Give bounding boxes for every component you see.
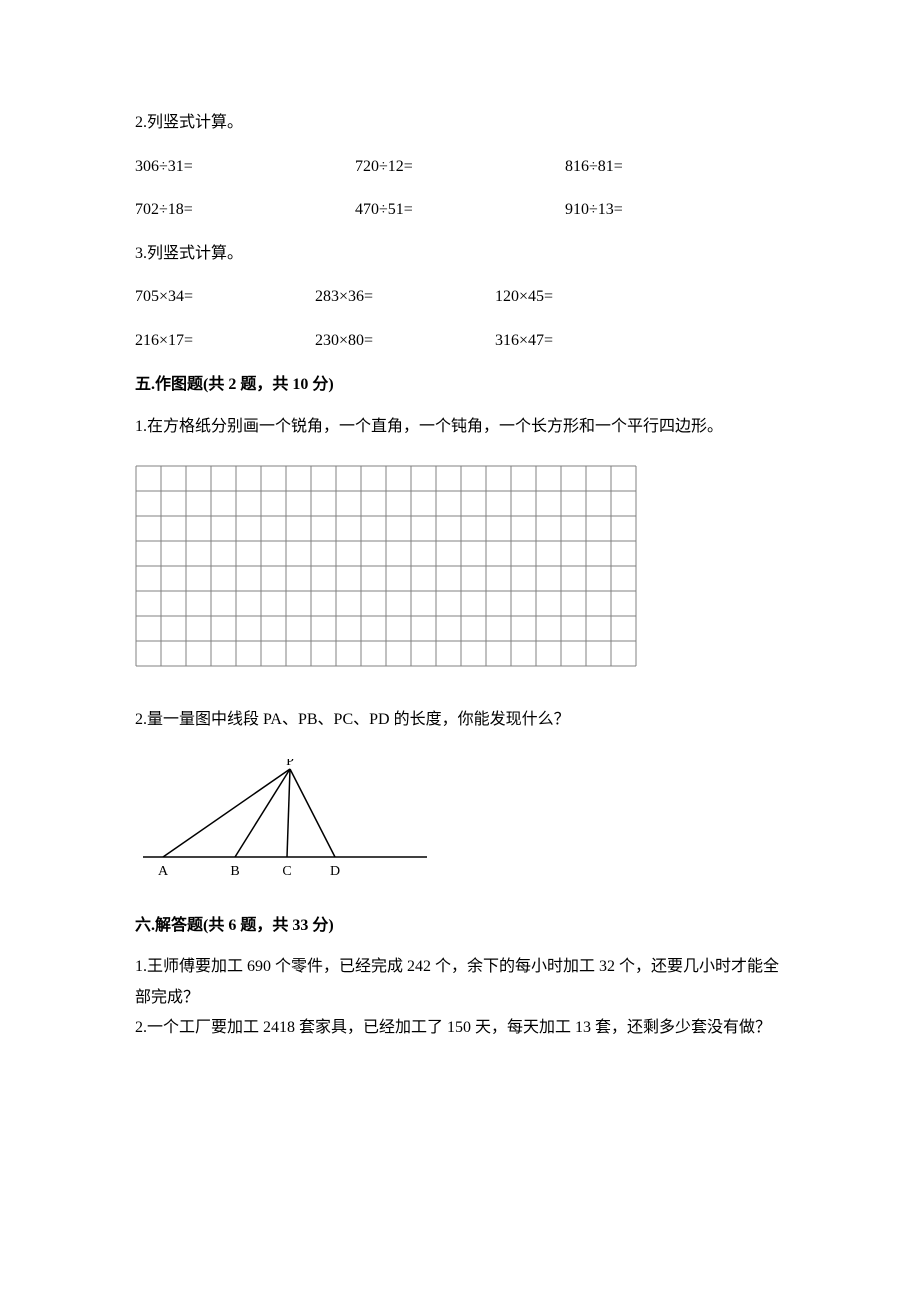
grid-svg — [135, 465, 637, 667]
q2-r1-c1: 306÷31= — [135, 154, 355, 180]
svg-text:B: B — [230, 864, 239, 879]
q2-r1-c2: 720÷12= — [355, 154, 565, 180]
svg-text:P: P — [286, 759, 294, 769]
section5-header: 五.作图题(共 2 题，共 10 分) — [135, 372, 790, 398]
q3-row-2: 216×17= 230×80= 316×47= — [135, 328, 790, 354]
svg-text:A: A — [158, 864, 169, 879]
triangle-svg: P A B C D — [135, 759, 435, 879]
q2-r2-c1: 702÷18= — [135, 197, 355, 223]
q3-r1-c2: 283×36= — [315, 284, 495, 310]
q2-r2-c3: 910÷13= — [565, 197, 765, 223]
q2-row-2: 702÷18= 470÷51= 910÷13= — [135, 197, 790, 223]
q2-r2-c2: 470÷51= — [355, 197, 565, 223]
section6-q2: 2.一个工厂要加工 2418 套家具，已经加工了 150 天，每天加工 13 套… — [135, 1013, 790, 1043]
q3-row-1: 705×34= 283×36= 120×45= — [135, 284, 790, 310]
q3-r2-c2: 230×80= — [315, 328, 495, 354]
svg-text:D: D — [330, 864, 340, 879]
q3-r2-c1: 216×17= — [135, 328, 315, 354]
q2-title: 2.列竖式计算。 — [135, 110, 790, 136]
section6-header: 六.解答题(共 6 题，共 33 分) — [135, 913, 790, 939]
section6-q1: 1.王师傅要加工 690 个零件，已经完成 242 个，余下的每小时加工 32 … — [135, 952, 790, 1013]
section5-q2: 2.量一量图中线段 PA、PB、PC、PD 的长度，你能发现什么？ — [135, 707, 790, 733]
q3-r1-c3: 120×45= — [495, 284, 675, 310]
q3-title: 3.列竖式计算。 — [135, 241, 790, 267]
q2-row-1: 306÷31= 720÷12= 816÷81= — [135, 154, 790, 180]
q3-r1-c1: 705×34= — [135, 284, 315, 310]
triangle-figure: P A B C D — [135, 759, 790, 879]
grid-figure — [135, 465, 790, 667]
q3-r2-c3: 316×47= — [495, 328, 675, 354]
svg-text:C: C — [282, 864, 291, 879]
section5-q1: 1.在方格纸分别画一个锐角，一个直角，一个钝角，一个长方形和一个平行四边形。 — [135, 411, 790, 443]
q2-r1-c3: 816÷81= — [565, 154, 765, 180]
